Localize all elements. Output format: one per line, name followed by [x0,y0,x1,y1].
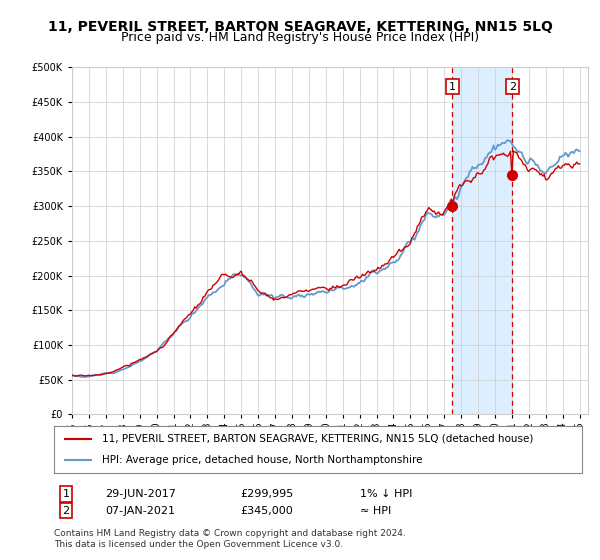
Text: 07-JAN-2021: 07-JAN-2021 [105,506,175,516]
Text: 2: 2 [62,506,70,516]
Text: Price paid vs. HM Land Registry's House Price Index (HPI): Price paid vs. HM Land Registry's House … [121,31,479,44]
Text: Contains HM Land Registry data © Crown copyright and database right 2024.
This d: Contains HM Land Registry data © Crown c… [54,529,406,549]
Text: £345,000: £345,000 [240,506,293,516]
Text: 2: 2 [509,82,516,92]
Text: ≈ HPI: ≈ HPI [360,506,391,516]
Text: 1: 1 [62,489,70,499]
Text: 1% ↓ HPI: 1% ↓ HPI [360,489,412,499]
Text: 29-JUN-2017: 29-JUN-2017 [105,489,176,499]
Text: 11, PEVERIL STREET, BARTON SEAGRAVE, KETTERING, NN15 5LQ (detached house): 11, PEVERIL STREET, BARTON SEAGRAVE, KET… [101,434,533,444]
Text: £299,995: £299,995 [240,489,293,499]
Text: 1: 1 [449,82,456,92]
Text: 11, PEVERIL STREET, BARTON SEAGRAVE, KETTERING, NN15 5LQ: 11, PEVERIL STREET, BARTON SEAGRAVE, KET… [47,20,553,34]
Text: HPI: Average price, detached house, North Northamptonshire: HPI: Average price, detached house, Nort… [101,455,422,465]
Bar [452,67,512,414]
